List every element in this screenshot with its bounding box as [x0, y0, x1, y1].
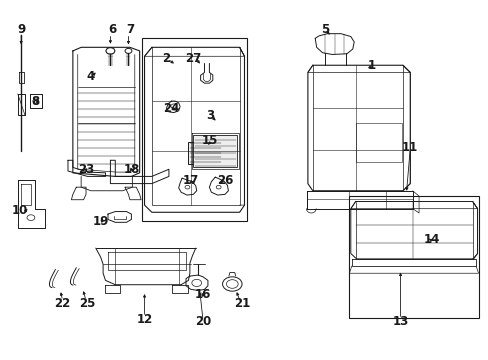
Text: 8: 8: [32, 95, 40, 108]
Text: 2: 2: [162, 51, 170, 64]
Text: 11: 11: [401, 141, 418, 154]
Text: 15: 15: [202, 134, 218, 147]
Polygon shape: [193, 135, 237, 167]
Text: 3: 3: [206, 109, 214, 122]
Text: 1: 1: [366, 59, 375, 72]
Text: 24: 24: [163, 102, 179, 115]
Text: 4: 4: [86, 69, 95, 82]
Text: 13: 13: [391, 315, 408, 328]
Text: 22: 22: [54, 297, 71, 310]
Text: 18: 18: [124, 163, 140, 176]
Text: 25: 25: [79, 297, 96, 310]
Bar: [348, 196, 478, 318]
Text: 14: 14: [423, 233, 440, 246]
Text: 17: 17: [183, 174, 199, 186]
Text: 9: 9: [17, 23, 25, 36]
Text: 20: 20: [195, 315, 211, 328]
Text: 6: 6: [108, 23, 117, 36]
Text: 7: 7: [125, 23, 134, 36]
Bar: [142, 39, 246, 221]
Text: 5: 5: [320, 23, 328, 36]
Text: 12: 12: [136, 313, 152, 327]
Text: 19: 19: [92, 215, 109, 228]
Text: 16: 16: [194, 288, 211, 301]
Text: 10: 10: [12, 204, 28, 217]
Text: 23: 23: [78, 163, 94, 176]
Text: 21: 21: [233, 297, 250, 310]
Text: 26: 26: [216, 174, 233, 186]
Text: 27: 27: [185, 51, 201, 64]
Polygon shape: [188, 142, 222, 164]
